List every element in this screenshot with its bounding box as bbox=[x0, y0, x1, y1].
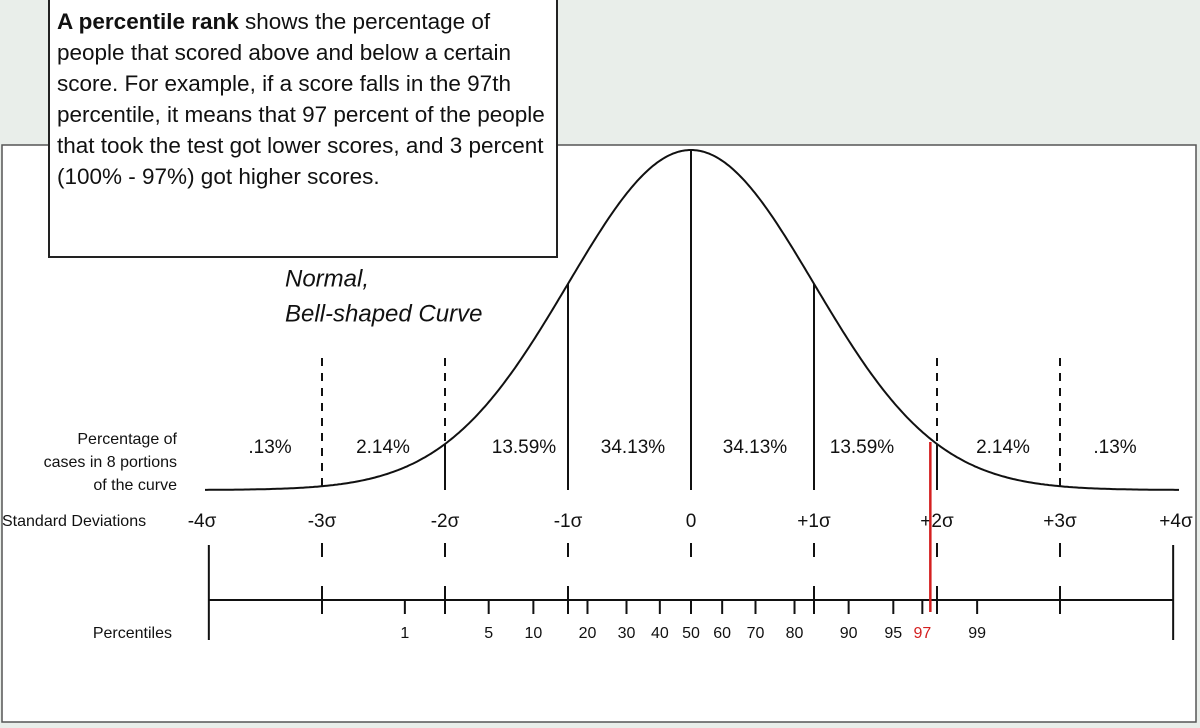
curve-title: Normal, bbox=[285, 265, 369, 292]
percentage-heading: Percentage of bbox=[77, 431, 177, 448]
portion-label: 2.14% bbox=[976, 437, 1030, 458]
sd-heading: Standard Deviations bbox=[2, 513, 146, 530]
percentile-label: 99 bbox=[968, 625, 986, 642]
info-text: shows the percentage of people that scor… bbox=[57, 9, 545, 189]
percentile-label: 80 bbox=[786, 625, 804, 642]
sd-label: +1σ bbox=[797, 511, 831, 532]
info-box: A percentile rank shows the percentage o… bbox=[48, 0, 558, 258]
percentile-label: 1 bbox=[400, 625, 409, 642]
figure: Normal, Bell-shaped Curve Percentage of cas… bbox=[2, 149, 1193, 642]
sd-label: -4σ bbox=[188, 511, 217, 532]
percentile-label: 30 bbox=[618, 625, 636, 642]
percentage-heading: cases in 8 portions bbox=[44, 454, 177, 471]
portion-label: 13.59% bbox=[492, 437, 557, 458]
sd-label: -2σ bbox=[431, 511, 460, 532]
percentile-label: 10 bbox=[524, 625, 542, 642]
portion-label: 34.13% bbox=[723, 437, 788, 458]
sd-label: 0 bbox=[686, 511, 697, 532]
sd-label: -1σ bbox=[554, 511, 583, 532]
portion-label: 34.13% bbox=[601, 437, 666, 458]
sd-label: -3σ bbox=[308, 511, 337, 532]
curve-title: Bell-shaped Curve bbox=[285, 300, 482, 327]
percentile-label: 70 bbox=[747, 625, 765, 642]
portion-label: .13% bbox=[1093, 437, 1136, 458]
info-bold: A percentile rank bbox=[57, 9, 239, 34]
percentile-label: 40 bbox=[651, 625, 669, 642]
portion-label: 13.59% bbox=[830, 437, 895, 458]
sd-label: +3σ bbox=[1043, 511, 1077, 532]
sd-label: +4σ bbox=[1159, 511, 1193, 532]
percentiles-heading: Percentiles bbox=[93, 625, 172, 642]
portion-label: .13% bbox=[248, 437, 291, 458]
percentile-label: 90 bbox=[840, 625, 858, 642]
percentile-label: 60 bbox=[713, 625, 731, 642]
percentage-heading: of the curve bbox=[93, 477, 177, 494]
percentile-label: 50 bbox=[682, 625, 700, 642]
percentile-label: 5 bbox=[484, 625, 493, 642]
percentile-label: 97 bbox=[913, 625, 931, 642]
sd-label: +2σ bbox=[920, 511, 954, 532]
portion-label: 2.14% bbox=[356, 437, 410, 458]
percentile-label: 95 bbox=[884, 625, 902, 642]
percentile-label: 20 bbox=[579, 625, 597, 642]
